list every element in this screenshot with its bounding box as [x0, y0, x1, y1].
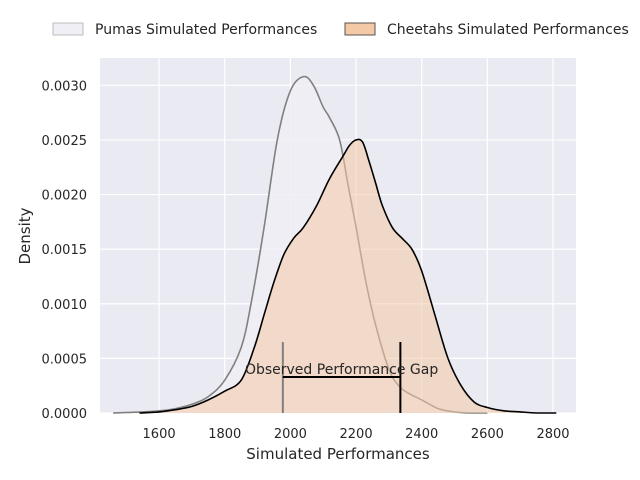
- legend-swatch-pumas: [52, 22, 84, 36]
- cheetahs-density-line: [139, 138, 557, 414]
- legend-label-cheetahs: Cheetahs Simulated Performances: [387, 22, 629, 38]
- x-tick-label: 1600: [143, 427, 176, 442]
- x-tick-label: 2000: [274, 427, 307, 442]
- y-tick-label: 0.0010: [42, 298, 88, 313]
- y-tick-label: 0.0015: [42, 243, 88, 258]
- y-tick-label: 0.0030: [42, 79, 88, 94]
- x-tick-label: 2400: [405, 427, 438, 442]
- y-tick-label: 0.0005: [42, 352, 88, 367]
- y-axis-label: Density: [16, 207, 34, 264]
- x-tick-label: 2600: [471, 427, 504, 442]
- legend: Pumas Simulated Performances Cheetahs Si…: [52, 22, 629, 38]
- y-tick-label: 0.0020: [42, 189, 88, 204]
- y-tick-label: 0.0025: [42, 134, 88, 149]
- x-axis-label: Simulated Performances: [246, 445, 430, 463]
- y-tick-label: 0.0000: [42, 407, 88, 422]
- x-tick-label: 1800: [208, 427, 241, 442]
- legend-swatch-cheetahs: [344, 22, 376, 36]
- x-tick-label: 2800: [536, 427, 569, 442]
- legend-label-pumas: Pumas Simulated Performances: [95, 22, 317, 38]
- cheetahs-density-area: [139, 139, 557, 414]
- x-tick-label: 2200: [340, 427, 373, 442]
- x-axis-ticks: 1600 1800 2000 2200 2400 2600 2800: [143, 427, 570, 442]
- gap-annotation-label: Observed Performance Gap: [245, 362, 438, 378]
- y-axis-ticks: 0.0000 0.0005 0.0010 0.0015 0.0020 0.0025 0.00…: [42, 79, 88, 422]
- series-areas: [113, 75, 557, 414]
- performance-gap-annotation: Observed Performance Gap: [245, 342, 438, 413]
